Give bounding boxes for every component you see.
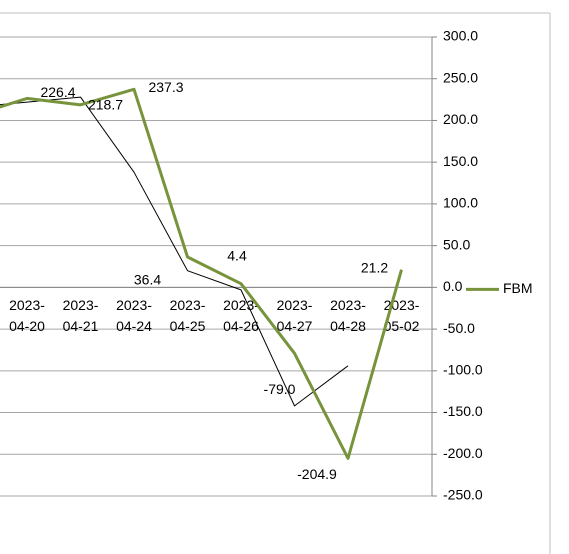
x-tick-label-box: 2023-04-24: [116, 297, 152, 335]
y-tick-label: -250.0: [443, 487, 483, 503]
legend-label: FBM: [503, 280, 533, 296]
x-tick-label: 2023-04-21: [62, 297, 99, 335]
data-label: 237.3: [148, 79, 183, 95]
x-tick-label-box: 2023-04-21: [62, 297, 99, 335]
x-tick-label-box: 2023-04-25: [169, 297, 206, 335]
data-label: 226.4: [40, 84, 75, 100]
x-tick-label: 2023-04-28: [330, 297, 366, 335]
y-tick-label: 50.0: [443, 236, 470, 252]
y-tick-label: -150.0: [443, 403, 483, 419]
y-tick-label: -50.0: [443, 320, 475, 336]
data-label: 4.4: [227, 247, 247, 263]
y-tick-label: -200.0: [443, 445, 483, 461]
series-line: [0, 87, 403, 460]
data-label: 36.4: [134, 272, 161, 288]
data-label: -79.0: [264, 381, 296, 397]
y-tick-label: 150.0: [443, 153, 478, 169]
y-tick-label: 250.0: [443, 69, 478, 85]
x-tick-label: 2023-04-25: [169, 297, 206, 335]
y-tick-label: -100.0: [443, 362, 483, 378]
y-tick-label: 200.0: [443, 111, 478, 127]
data-label: 21.2: [361, 259, 388, 275]
x-tick-label: 2023-04-20: [9, 297, 45, 335]
x-tick-label: 2023-04-26: [223, 297, 259, 335]
data-label: 218.7: [88, 97, 123, 113]
y-tick-label: 100.0: [443, 195, 478, 211]
x-tick-label: 2023-04-24: [116, 297, 152, 335]
series-line: [0, 96, 349, 407]
data-label: -204.9: [297, 466, 337, 482]
x-tick-label-box: 2023-04-27: [276, 297, 313, 335]
y-tick-label: 0.0: [443, 278, 463, 294]
x-tick-label-box: 2023-04-20: [9, 297, 45, 335]
x-tick-label: 2023-04-27: [276, 297, 313, 335]
x-tick-label-box: 2023-04-26: [223, 297, 259, 335]
x-tick-label-box: 2023-04-28: [330, 297, 366, 335]
y-tick-label: 300.0: [443, 28, 478, 44]
